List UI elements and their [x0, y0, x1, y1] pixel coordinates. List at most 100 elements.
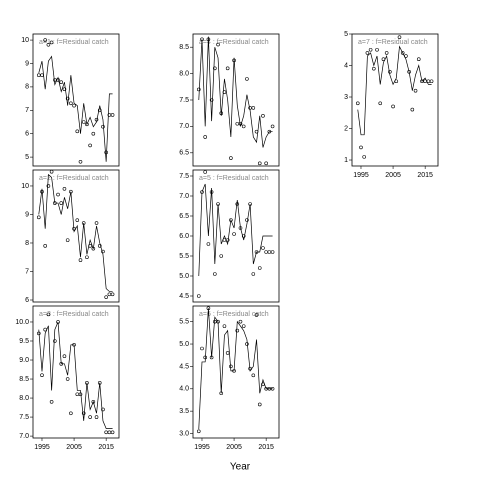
data-point	[69, 101, 73, 106]
y-tick-label: 4.5	[179, 363, 189, 370]
data-point	[391, 104, 395, 109]
data-point	[104, 295, 108, 299]
data-point	[245, 77, 249, 81]
data-point	[216, 42, 220, 47]
data-point	[261, 114, 265, 118]
data-point	[365, 51, 370, 55]
data-point	[196, 429, 201, 434]
x-tick-label: 2015	[258, 444, 274, 451]
y-tick-label: 7.5	[179, 97, 189, 104]
data-point	[43, 38, 47, 42]
y-tick-label: 3.5	[179, 408, 189, 415]
strip-label: a=1 : f=Residual catch	[39, 39, 109, 46]
data-point	[219, 254, 224, 258]
data-point	[257, 266, 262, 270]
data-point	[257, 402, 262, 407]
data-point	[378, 101, 383, 106]
data-point	[53, 78, 57, 82]
y-tick-label: 7.0	[19, 433, 29, 440]
data-point	[107, 430, 112, 435]
data-point	[65, 377, 70, 381]
data-point	[384, 51, 389, 55]
data-point	[232, 232, 236, 236]
data-point	[49, 400, 54, 404]
data-point	[78, 258, 83, 262]
data-point	[46, 184, 51, 188]
data-point	[251, 106, 256, 110]
data-point	[36, 215, 41, 220]
y-tick-label: 6	[25, 131, 29, 138]
y-tick-label: 7	[25, 107, 29, 114]
y-tick-label: 8.0	[19, 395, 29, 402]
y-tick-label: 9.0	[19, 357, 29, 364]
fitted-line	[198, 183, 273, 277]
y-tick-label: 7.0	[179, 193, 189, 200]
data-point	[40, 73, 44, 77]
x-tick-label: 2005	[385, 172, 401, 179]
x-axis-label: Year	[230, 462, 251, 473]
data-point	[270, 124, 275, 129]
data-point	[261, 246, 265, 250]
data-point	[107, 292, 112, 297]
data-point	[196, 87, 201, 92]
y-tick-label: 6.5	[179, 213, 189, 220]
panel-frame	[32, 305, 120, 439]
data-point	[59, 201, 64, 205]
data-point	[196, 294, 201, 298]
y-tick-label: 4.5	[179, 293, 189, 300]
y-tick-label: 7	[25, 268, 29, 275]
data-point	[359, 145, 363, 150]
data-point	[362, 155, 366, 159]
data-point	[251, 272, 256, 276]
x-tick-label: 1995	[34, 444, 50, 451]
y-tick-label: 8.0	[179, 70, 189, 77]
data-point	[81, 120, 86, 124]
data-point	[429, 79, 434, 84]
data-point	[229, 156, 233, 160]
strip-label: a=3 : f=Residual catch	[39, 311, 109, 318]
y-tick-label: 10	[21, 37, 29, 44]
panel-frame	[32, 33, 120, 167]
data-point	[75, 218, 80, 222]
strip-label: a=7 : f=Residual catch	[358, 39, 428, 46]
panel-frame	[351, 33, 439, 167]
y-tick-label: 3	[344, 94, 348, 101]
data-point	[62, 187, 67, 191]
y-tick-label: 7.0	[179, 123, 189, 130]
data-point	[264, 161, 268, 166]
data-point	[65, 96, 70, 101]
data-point	[368, 47, 373, 52]
data-point	[410, 107, 415, 112]
data-point	[225, 351, 230, 355]
panel-frame	[32, 169, 120, 303]
data-point	[91, 131, 96, 136]
data-point	[101, 124, 105, 129]
y-tick-label: 9	[25, 211, 29, 218]
y-tick-label: 10.0	[15, 319, 29, 326]
fitted-line	[198, 36, 273, 148]
data-point	[270, 250, 275, 254]
data-point	[81, 411, 86, 416]
data-point	[94, 221, 99, 225]
fitted-line	[38, 173, 113, 292]
data-point	[238, 319, 243, 324]
data-point	[257, 161, 262, 166]
data-point	[110, 113, 115, 117]
fitted-line	[38, 55, 113, 162]
data-point	[36, 73, 41, 77]
data-point	[56, 192, 60, 197]
data-point	[62, 354, 67, 359]
data-point	[40, 373, 44, 378]
data-point	[264, 250, 268, 254]
data-point	[235, 121, 240, 126]
x-tick-label: 1995	[194, 444, 210, 451]
data-point	[241, 234, 246, 238]
y-tick-label: 6.0	[179, 233, 189, 240]
data-point	[75, 129, 80, 134]
y-tick-label: 4.0	[179, 386, 189, 393]
data-point	[203, 170, 207, 174]
y-tick-label: 4	[344, 62, 348, 69]
data-point	[104, 150, 108, 155]
y-tick-label: 9	[25, 60, 29, 67]
